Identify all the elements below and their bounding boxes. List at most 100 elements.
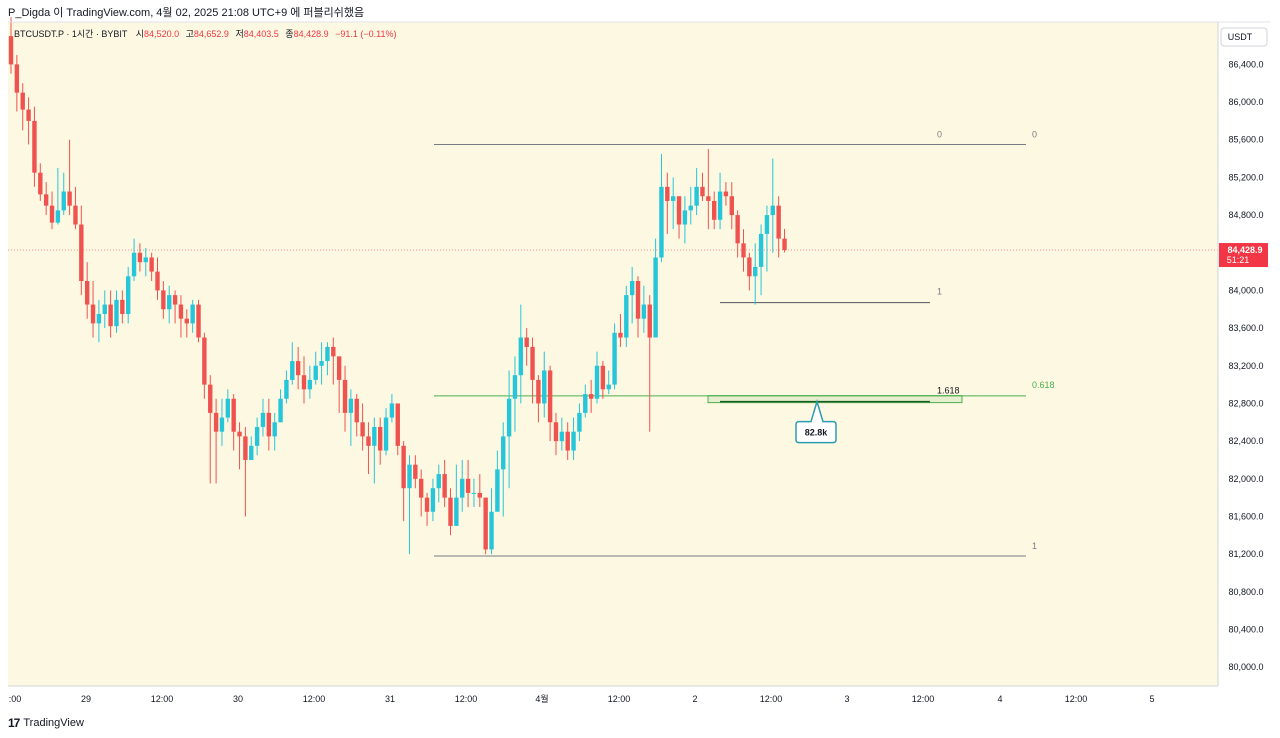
- candle-body: [606, 384, 611, 390]
- fibonacci-drawings[interactable]: 0 1 0.618 0 1 1.618: [434, 129, 1055, 557]
- candle-body: [594, 365, 600, 399]
- price-tick-label: 85,600.0: [1228, 135, 1263, 145]
- price-tick-label: 80,000.0: [1228, 662, 1263, 672]
- time-tick-label: 12:00: [608, 694, 631, 704]
- candle-body: [442, 474, 447, 498]
- fib-upper-label-1: 1: [1032, 541, 1037, 551]
- candle-body: [741, 243, 746, 258]
- candle: [20, 83, 25, 131]
- candle-body: [360, 422, 365, 437]
- candle: [383, 408, 389, 456]
- price-tick-label: 81,200.0: [1228, 549, 1263, 559]
- candle-body: [336, 356, 342, 380]
- candle-body: [167, 295, 172, 310]
- candle: [430, 478, 436, 522]
- price-tick-label: 84,800.0: [1228, 210, 1263, 220]
- candle-body: [190, 304, 195, 324]
- candle: [55, 167, 61, 225]
- candle-body: [559, 431, 565, 442]
- candle-body: [348, 398, 354, 413]
- candle: [213, 398, 219, 484]
- fib-lower-label-1: 1: [937, 287, 942, 297]
- candle: [471, 478, 477, 508]
- candle-body: [553, 422, 559, 442]
- tradingview-logo[interactable]: 17 TradingView: [8, 716, 84, 730]
- candle-body: [612, 332, 617, 385]
- candle-body: [155, 271, 160, 291]
- time-tick-label: 12:00: [151, 694, 174, 704]
- last-price-value: 84,428.9: [1227, 245, 1262, 255]
- candle-body: [624, 295, 629, 338]
- candle: [717, 172, 723, 230]
- candle: [571, 417, 576, 460]
- candle-body: [712, 200, 717, 220]
- candle-body: [172, 295, 178, 305]
- candle: [465, 459, 471, 508]
- candle: [512, 356, 518, 432]
- fib-lower-label-0: 0: [937, 129, 942, 139]
- candle-body: [583, 394, 588, 413]
- candle: [14, 54, 20, 112]
- candle-body: [665, 186, 670, 201]
- candle: [436, 464, 441, 503]
- candle: [758, 224, 764, 296]
- candle: [336, 356, 342, 413]
- publish-caption: P_Digda 이 TradingView.com, 4월 02, 2025 2…: [8, 7, 365, 19]
- tradingview-logo-icon: 17: [8, 716, 20, 730]
- candle: [260, 398, 266, 437]
- candle: [700, 172, 705, 201]
- candle-body: [618, 332, 623, 338]
- currency-button[interactable]: [1220, 27, 1268, 47]
- legend-high: 84,652.9: [194, 29, 229, 39]
- candle: [594, 351, 600, 404]
- candle-body: [395, 403, 400, 446]
- candle-body: [266, 412, 272, 437]
- candle: [354, 394, 359, 437]
- candle-body: [149, 257, 154, 272]
- candle-body: [764, 215, 770, 234]
- candle: [266, 398, 272, 451]
- candle-body: [84, 281, 90, 305]
- candle-body: [635, 281, 641, 319]
- candle: [782, 228, 787, 253]
- candle: [290, 342, 295, 385]
- candle-body: [454, 497, 459, 526]
- candles: [8, 17, 787, 555]
- candle-body: [331, 346, 336, 357]
- candle: [682, 196, 688, 244]
- symbol-legend: BTCUSDT.P · 1시간 · BYBIT 시84,520.0 고84,65…: [14, 29, 397, 39]
- time-tick-label: 2: [692, 694, 697, 704]
- candle-body: [460, 478, 465, 498]
- candle: [659, 153, 664, 263]
- candle: [489, 488, 494, 555]
- candle: [284, 370, 289, 404]
- candle: [629, 266, 635, 324]
- candle: [219, 398, 225, 446]
- candle-body: [501, 436, 506, 470]
- candle-body: [670, 196, 676, 201]
- candle: [676, 196, 682, 239]
- candle-body: [600, 365, 606, 390]
- candle-body: [489, 511, 494, 550]
- time-tick-label: 29: [81, 694, 91, 704]
- candle: [143, 248, 148, 277]
- candle-body: [758, 233, 764, 267]
- candle-body: [506, 398, 512, 437]
- candle-body: [120, 299, 125, 314]
- candle-body: [706, 196, 711, 201]
- candle: [243, 426, 248, 517]
- candle: [61, 172, 66, 216]
- candle-body: [676, 196, 682, 225]
- candle: [735, 210, 740, 258]
- candle-body: [90, 304, 96, 324]
- legend-close-label: 종: [285, 29, 293, 39]
- candle: [606, 370, 611, 395]
- candle: [501, 422, 506, 517]
- price-tick-label: 83,600.0: [1228, 323, 1263, 333]
- candle-body: [108, 304, 113, 327]
- time-tick-label: 5: [1149, 694, 1154, 704]
- candle-body: [495, 469, 500, 512]
- price-tick-label: 80,400.0: [1228, 624, 1263, 634]
- candle-body: [588, 394, 594, 399]
